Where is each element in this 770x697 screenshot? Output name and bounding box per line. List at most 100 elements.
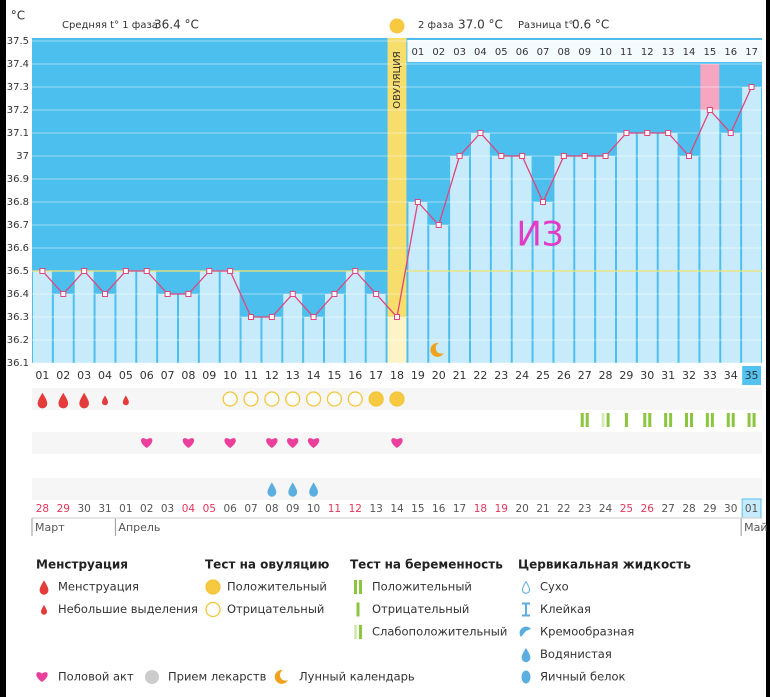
date-label: 26 (641, 503, 655, 515)
legend-item: Лунный календарь (299, 670, 415, 684)
legend-item: Водянистая (540, 647, 612, 661)
x-tick-label: 15 (327, 369, 341, 382)
test-bar (710, 413, 714, 427)
temperature-point (560, 153, 567, 159)
column (241, 317, 261, 363)
test-bar (359, 580, 362, 594)
x-tick-label: 22 (473, 369, 487, 382)
x-tick-label: 29 (619, 369, 633, 382)
row-bg (32, 478, 762, 500)
test-bar (643, 413, 647, 427)
legend-icon (145, 670, 159, 684)
legend-icon (521, 670, 531, 684)
date-label: 27 (661, 503, 674, 515)
y-tick-label: 37.1 (7, 128, 29, 139)
phase2-day: 16 (724, 47, 737, 58)
ovulation-sun (389, 18, 405, 34)
diff-value: 0.6 °C (572, 18, 609, 32)
legend-icon (274, 669, 288, 684)
legend-icon (205, 601, 221, 618)
ovulation-column (387, 38, 407, 363)
column (512, 156, 532, 363)
temperature-point (122, 268, 129, 274)
phase2-day: 17 (745, 47, 758, 58)
legend-item: Сухо (540, 580, 569, 594)
phase2-day: 02 (432, 47, 445, 58)
cervical-fluid-icon (288, 482, 298, 497)
pregnancy-test-icon (664, 413, 673, 427)
column (742, 87, 761, 363)
temperature-point (727, 130, 734, 136)
x-tick-label: 24 (515, 369, 529, 382)
temperature-point (456, 153, 463, 159)
cervical-fluid-icon (309, 482, 318, 497)
x-tick-label: 25 (536, 369, 550, 382)
test-bar (606, 413, 610, 427)
menstruation-icon (79, 392, 89, 409)
date-label: 29 (57, 503, 70, 515)
test-bar (354, 580, 357, 594)
legend-item: Положительный (372, 580, 472, 594)
test-bar (705, 413, 709, 427)
legend-item: Отрицательный (372, 602, 469, 616)
phase1-label: Средняя t° 1 фаза (62, 20, 158, 31)
ovulation-test-icon (243, 391, 259, 407)
column (658, 133, 678, 363)
test-bar (601, 413, 605, 427)
y-tick-label: 36.4 (7, 289, 29, 300)
date-label: 14 (390, 503, 404, 515)
temperature-point (623, 130, 630, 136)
legend-title: Менструация (36, 558, 128, 572)
test-bar (690, 413, 693, 427)
legend-icon (36, 672, 48, 682)
column (554, 156, 574, 363)
x-tick-label: 11 (244, 369, 258, 382)
phase2-day: 12 (641, 47, 654, 58)
date-label: 04 (182, 503, 196, 515)
x-tick-label: 13 (286, 369, 300, 382)
column (596, 156, 615, 363)
column (220, 271, 240, 363)
column (387, 317, 407, 363)
column (158, 294, 177, 363)
date-label: 09 (286, 503, 299, 515)
phase2-day: 05 (495, 47, 508, 58)
menstruation-icon (58, 392, 69, 409)
date-label: 03 (161, 503, 174, 515)
y-tick-label: 36.8 (7, 197, 29, 208)
temperature-point (248, 314, 254, 320)
ovulation-test-icon (326, 391, 343, 407)
temperature-point (519, 153, 526, 159)
legend-icon (41, 605, 47, 615)
ovulation-label: ОВУЛЯЦИЯ (392, 51, 403, 109)
date-label: 02 (140, 503, 153, 515)
column (53, 294, 73, 363)
legend-icon (354, 625, 362, 639)
legend-icon (205, 579, 221, 595)
legend-icon (356, 602, 360, 617)
temperature-point (164, 291, 171, 297)
temperature-point (310, 314, 317, 320)
intercourse-icon (391, 438, 403, 448)
pregnancy-test-icon (643, 413, 652, 427)
column (304, 317, 323, 363)
y-tick-label: 37.3 (7, 82, 29, 93)
intercourse-icon (266, 438, 278, 448)
column (116, 271, 136, 363)
test-bar (359, 625, 362, 639)
temperature-point (540, 199, 546, 205)
temperature-point (706, 107, 713, 113)
column (637, 133, 657, 363)
x-tick-label: 16 (348, 369, 362, 382)
date-label: 29 (703, 503, 716, 515)
temperature-point (644, 130, 651, 136)
phase2-day: 10 (599, 47, 612, 58)
column (283, 294, 303, 363)
test-bar (354, 625, 357, 639)
phase2-header (407, 40, 762, 62)
legend-title: Тест на овуляцию (205, 558, 330, 572)
column (533, 202, 553, 363)
temperature-point (268, 314, 275, 320)
phase2-day: 09 (578, 47, 591, 58)
